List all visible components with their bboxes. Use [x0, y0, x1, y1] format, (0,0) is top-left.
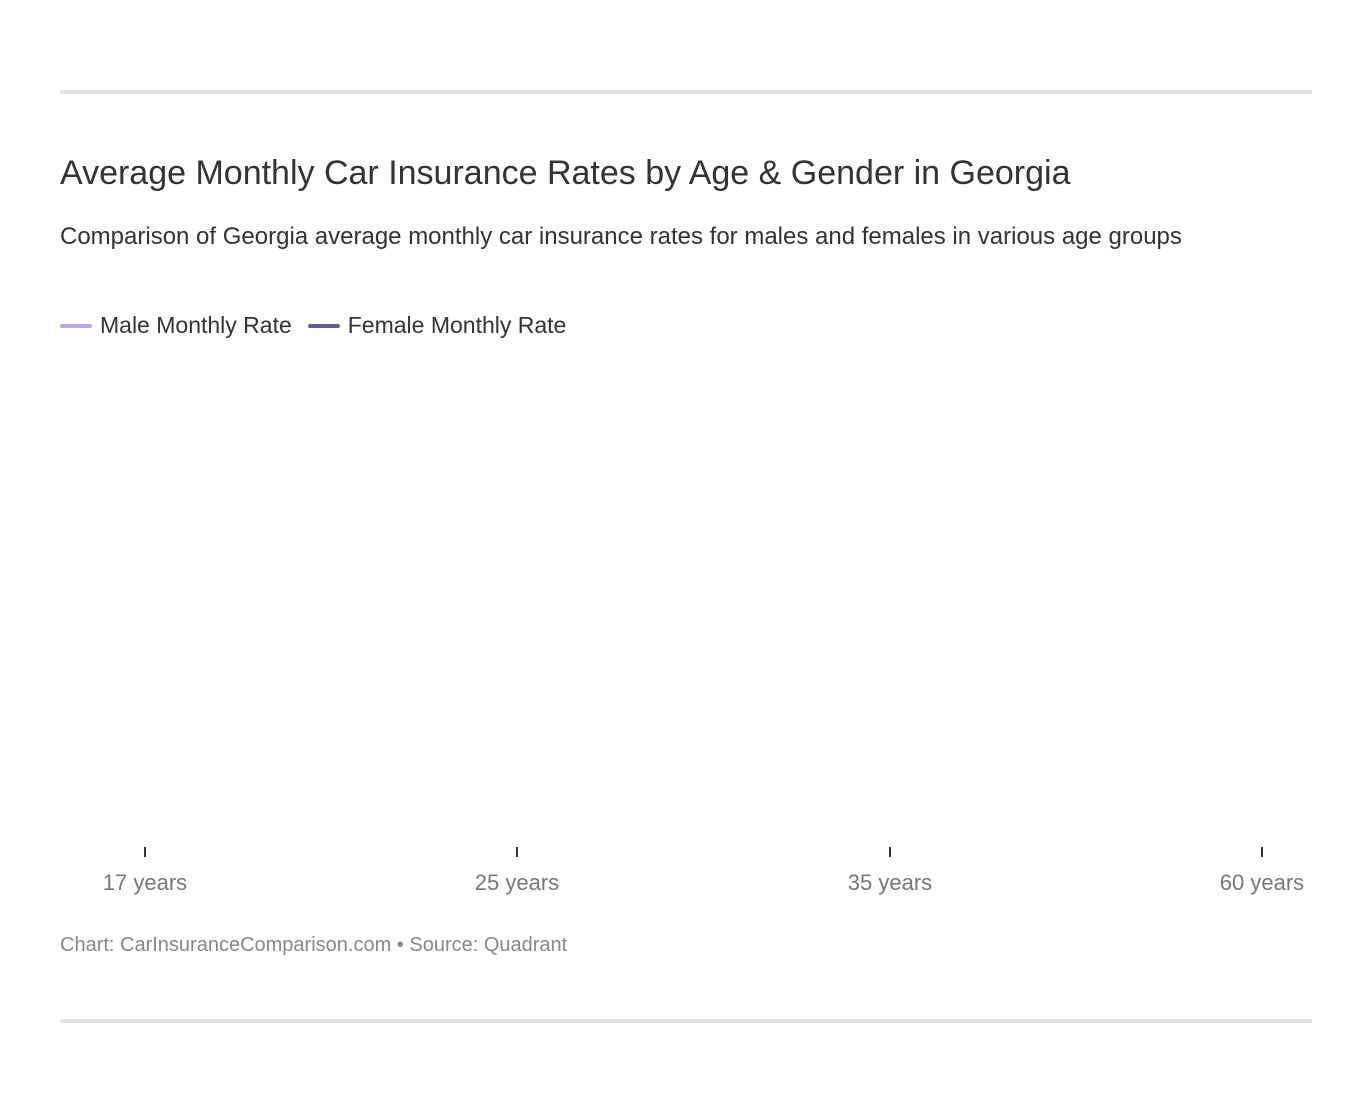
top-divider	[60, 90, 1312, 94]
legend-swatch-male	[60, 323, 92, 328]
legend-label-female: Female Monthly Rate	[347, 312, 567, 338]
chart-title: Average Monthly Car Insurance Rates by A…	[60, 154, 1071, 192]
legend-swatch-female	[307, 323, 340, 328]
bottom-divider	[60, 1019, 1312, 1023]
chart-subtitle: Comparison of Georgia average monthly ca…	[60, 223, 1182, 250]
legend-label-male: Male Monthly Rate	[100, 312, 292, 338]
x-axis: 17 years 25 years 35 years 60 years	[103, 847, 1304, 895]
x-tick-label: 25 years	[475, 870, 559, 895]
x-tick-label: 17 years	[103, 870, 187, 895]
legend-item-male[interactable]: Male Monthly Rate	[60, 312, 292, 339]
chart-footer: Chart: CarInsuranceComparison.com • Sour…	[60, 934, 568, 956]
legend-item-female[interactable]: Female Monthly Rate	[307, 312, 567, 339]
x-tick-label: 35 years	[848, 870, 932, 895]
x-tick-label: 60 years	[1220, 870, 1304, 895]
chart-legend: Male Monthly Rate Female Monthly Rate	[60, 312, 582, 339]
